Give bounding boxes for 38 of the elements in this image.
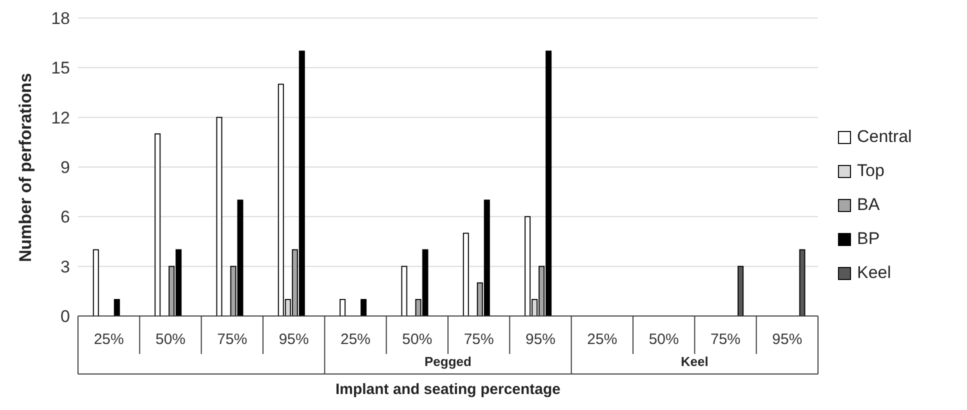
legend-label: Keel <box>857 263 892 283</box>
bar <box>114 298 120 316</box>
legend-label: Central <box>857 127 912 147</box>
x-tick-label: 95% <box>278 331 309 348</box>
x-tick-label: 50% <box>155 331 186 348</box>
bar <box>738 266 744 316</box>
text: Pegged <box>424 354 472 369</box>
x-tick-label: 75% <box>464 331 494 348</box>
x-tick-label: 25% <box>94 331 124 348</box>
bar <box>154 133 161 316</box>
y-tick-label: 6 <box>60 208 70 227</box>
bar <box>360 298 367 316</box>
y-tick-label: 15 <box>51 58 70 78</box>
y-tick-label: 18 <box>51 9 70 28</box>
bar <box>340 298 346 316</box>
x-tick-label: 25% <box>587 331 618 348</box>
bar <box>216 116 222 316</box>
y-tick-label: 0 <box>60 307 70 326</box>
y-tick-label: 12 <box>51 108 70 128</box>
legend-label: Top <box>857 161 884 181</box>
y-tick-label: 9 <box>60 158 70 178</box>
bar <box>92 249 99 316</box>
bar <box>462 232 469 316</box>
y-tick-label: 3 <box>60 257 70 276</box>
x-tick-label: 50% <box>648 331 679 348</box>
x-tick-label: 25% <box>340 331 371 348</box>
x-tick-label: 95% <box>525 331 556 348</box>
bar <box>401 266 408 316</box>
legend-label: BP <box>857 229 880 249</box>
x-tick-label: 75% <box>217 331 248 348</box>
x-tick-label: 50% <box>402 331 432 348</box>
x-tick-label: 95% <box>772 331 802 348</box>
y-axis-title: Number of perforations <box>16 73 36 262</box>
bar <box>799 249 806 316</box>
legend-label: BA <box>857 195 880 215</box>
x-axis-title: Implant and seating percentage <box>334 381 562 398</box>
x-tick-label: 75% <box>710 331 741 348</box>
text: Keel <box>680 354 708 369</box>
